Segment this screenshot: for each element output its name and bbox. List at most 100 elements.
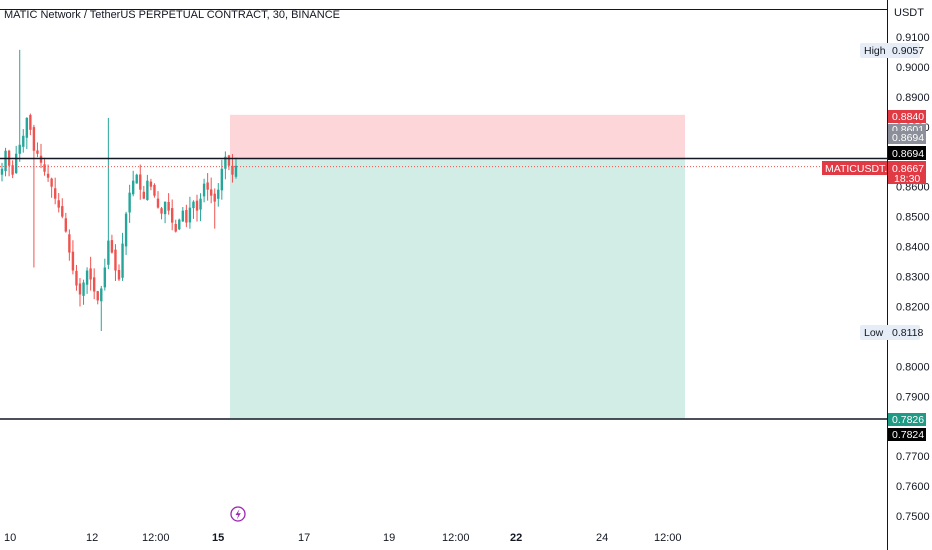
low-value: 0.8118 [892,327,923,339]
candle-body [121,243,124,278]
candle-body [96,291,99,301]
x-tick-label: 12:00 [142,532,170,544]
candle-body [61,206,64,217]
last-price-tag: 0.8667 18:30 [888,161,926,185]
candle-body [71,251,75,271]
candle-body [163,201,167,215]
candle-body [188,207,192,223]
candle-body [192,201,195,209]
gray-price-tag: 0.8694 [888,131,926,144]
line-price-tag: 0.7824 [888,428,926,441]
x-tick-label: 15 [212,532,224,544]
svg-text:0.8840: 0.8840 [892,111,924,123]
candle-body [78,283,82,295]
candle-body [18,144,21,154]
x-tick-label: 24 [596,532,608,544]
candle-body [29,115,32,130]
candle-body [107,240,110,265]
stop-price-tag: 0.8840 [888,110,926,123]
candle-body [53,188,57,199]
candle-body [170,208,174,223]
svg-text:0.7824: 0.7824 [892,429,924,441]
candle-body [220,168,224,191]
candle-body [178,219,181,230]
candle-body [128,192,131,213]
candle-body [89,268,92,280]
candle-body [14,153,18,174]
candle-body [234,165,238,177]
candle-body [124,213,128,247]
candle-body [50,178,53,187]
chart-title: MATIC Network / TetherUS PERPETUAL CONTR… [4,9,340,21]
candle-body [103,267,107,288]
y-tick-label: 0.8000 [896,361,930,373]
candle-body [22,135,25,147]
candle-body [181,210,185,222]
candle-body [185,210,188,223]
candle-body [217,189,220,199]
candle-body [117,269,121,280]
candle-body [68,234,71,253]
x-axis-ticks: 10 12 12:00 15 17 19 12:00 22 24 12:00 [4,532,682,544]
y-tick-label: 0.8400 [896,242,930,254]
candle-body [64,218,68,232]
high-label: High [864,45,886,57]
candle-body [25,117,29,138]
target-price-tag: 0.7826 [888,413,926,426]
high-value: 0.9057 [892,45,924,57]
candle-body [224,156,227,169]
candle-body [156,198,160,208]
svg-text:0.7826: 0.7826 [892,414,924,426]
x-tick-label: 12 [86,532,98,544]
stop-loss-zone[interactable] [230,114,685,159]
svg-text:18:30: 18:30 [894,173,920,185]
entry-price-tag: 0.8694 [888,146,926,160]
svg-text:0.8694: 0.8694 [892,148,924,160]
low-label: Low [864,327,884,339]
y-tick-label: 0.7500 [896,511,930,523]
candle-body [206,182,209,190]
take-profit-zone[interactable] [230,158,685,419]
candle-body [209,189,213,196]
y-tick-label: 0.8500 [896,212,930,224]
candle-body [195,200,199,211]
low-marker: Low 0.8118 [860,325,923,340]
candle-body [202,183,206,197]
candle-body [146,180,149,200]
candle-body [75,270,78,286]
x-tick-label: 17 [298,532,310,544]
candle-body [114,249,117,271]
y-tick-label: 0.8600 [896,182,930,194]
candlestick-series [0,49,238,331]
candle-body [43,164,46,172]
x-tick-label: 12:00 [654,532,682,544]
currency-label: USDT [894,7,924,19]
candle-body [167,201,170,211]
candle-body [0,168,4,175]
y-tick-label: 0.7600 [896,481,930,493]
y-tick-label: 0.7700 [896,451,930,463]
y-tick-label: 0.8200 [896,301,930,313]
candle-body [231,165,234,175]
candle-body [85,270,89,285]
candle-body [4,150,7,172]
candle-body [199,198,202,210]
y-tick-label: 0.9000 [896,62,930,74]
candle-body [57,200,60,208]
y-tick-label: 0.9100 [896,32,930,44]
lightning-event-icon[interactable] [230,506,246,522]
candle-body [82,282,85,296]
candle-body [32,127,36,151]
symbol-tag: MATICUSDT.P [822,161,894,175]
candle-body [160,208,163,214]
candle-body [142,191,146,199]
x-tick-label: 22 [510,532,522,544]
candle-body [11,165,14,175]
x-tick-label: 12:00 [442,532,470,544]
y-tick-label: 0.8300 [896,272,930,284]
candle-body [149,181,153,187]
candle-body [139,174,142,190]
y-tick-label: 0.7900 [896,391,930,403]
candle-body [213,193,216,202]
